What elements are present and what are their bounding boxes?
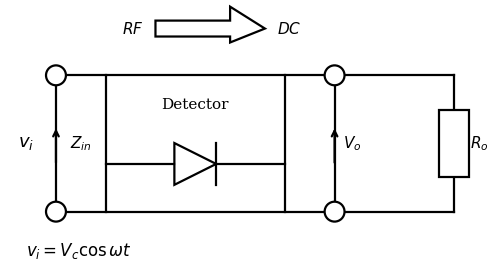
- Polygon shape: [174, 143, 216, 185]
- Text: $v_i = V_c \cos\omega t$: $v_i = V_c \cos\omega t$: [26, 241, 132, 262]
- Text: $Z_{in}$: $Z_{in}$: [70, 134, 92, 153]
- Circle shape: [324, 65, 344, 85]
- Circle shape: [46, 202, 66, 221]
- Text: Detector: Detector: [162, 98, 229, 112]
- Circle shape: [324, 202, 344, 221]
- Bar: [106, 75, 285, 212]
- Text: $R_o$: $R_o$: [470, 134, 488, 153]
- Polygon shape: [156, 7, 265, 43]
- Text: $DC$: $DC$: [277, 20, 301, 37]
- Text: $v_i$: $v_i$: [18, 134, 34, 153]
- Text: $RF$: $RF$: [122, 20, 144, 37]
- Text: $V_o$: $V_o$: [343, 134, 361, 153]
- Circle shape: [46, 65, 66, 85]
- Bar: [439, 110, 469, 177]
